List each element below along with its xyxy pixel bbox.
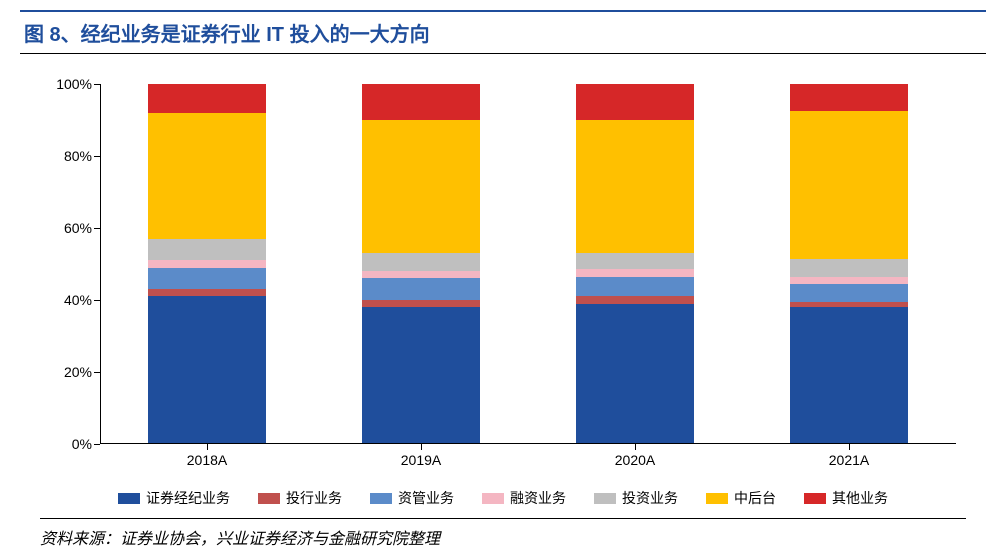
bar-segment (576, 304, 694, 444)
legend-item: 资管业务 (370, 488, 454, 508)
x-tick-mark (207, 444, 208, 450)
legend-swatch (258, 493, 280, 504)
y-tick-label: 20% (64, 364, 92, 380)
bar-segment (148, 268, 266, 290)
plot-region: 2018A2019A2020A2021A (100, 84, 956, 444)
bar-segment (362, 253, 480, 271)
y-tick-label: 40% (64, 292, 92, 308)
bar-segment (148, 296, 266, 444)
bar-segment (362, 271, 480, 278)
bar-segment (148, 84, 266, 113)
bar-segment (362, 278, 480, 300)
x-tick-label: 2020A (615, 452, 655, 468)
x-tick-label: 2021A (829, 452, 869, 468)
bar-slot: 2020A (528, 84, 742, 444)
chart-area: 0%20%40%60%80%100% 2018A2019A2020A2021A (40, 74, 966, 474)
bar-slot: 2021A (742, 84, 956, 444)
bar-segment (790, 277, 908, 284)
x-tick-label: 2019A (401, 452, 441, 468)
y-tick-label: 0% (72, 436, 92, 452)
x-tick-label: 2018A (187, 452, 227, 468)
x-tick-mark (421, 444, 422, 450)
bar-segment (362, 307, 480, 444)
stacked-bar (576, 84, 694, 444)
bar-segment (576, 277, 694, 297)
legend-item: 证券经纪业务 (118, 488, 230, 508)
x-tick-mark (849, 444, 850, 450)
legend-swatch (370, 493, 392, 504)
bar-segment (148, 113, 266, 239)
bar-segment (576, 84, 694, 120)
y-axis: 0%20%40%60%80%100% (40, 84, 100, 444)
legend-swatch (706, 493, 728, 504)
title-row: 图 8、经纪业务是证券行业 IT 投入的一大方向 (20, 10, 986, 54)
bar-segment (148, 239, 266, 261)
legend-swatch (118, 493, 140, 504)
bar-segment (576, 296, 694, 303)
legend-label: 融资业务 (510, 488, 566, 508)
bars-container: 2018A2019A2020A2021A (100, 84, 956, 444)
stacked-bar (790, 84, 908, 444)
legend-swatch (482, 493, 504, 504)
legend-item: 中后台 (706, 488, 776, 508)
stacked-bar (362, 84, 480, 444)
bar-segment (362, 120, 480, 253)
legend-label: 其他业务 (832, 488, 888, 508)
bar-segment (576, 120, 694, 253)
legend-item: 投资业务 (594, 488, 678, 508)
legend-item: 其他业务 (804, 488, 888, 508)
bar-slot: 2018A (100, 84, 314, 444)
chart-title: 图 8、经纪业务是证券行业 IT 投入的一大方向 (24, 18, 986, 47)
bar-segment (790, 307, 908, 444)
source-text: 资料来源：证券业协会，兴业证券经济与金融研究院整理 (40, 525, 966, 549)
legend-label: 投行业务 (286, 488, 342, 508)
bar-slot: 2019A (314, 84, 528, 444)
legend-swatch (804, 493, 826, 504)
bar-segment (576, 269, 694, 276)
legend-item: 融资业务 (482, 488, 566, 508)
bar-segment (790, 111, 908, 259)
legend-label: 资管业务 (398, 488, 454, 508)
bar-segment (790, 284, 908, 302)
legend-item: 投行业务 (258, 488, 342, 508)
legend-swatch (594, 493, 616, 504)
stacked-bar (148, 84, 266, 444)
bar-segment (790, 259, 908, 277)
legend-label: 中后台 (734, 488, 776, 508)
bar-segment (362, 300, 480, 307)
bar-segment (576, 253, 694, 269)
bar-segment (148, 260, 266, 267)
bar-segment (790, 84, 908, 111)
legend: 证券经纪业务 投行业务 资管业务 融资业务 投资业务 中后台 其他业务 (40, 482, 966, 519)
y-tick-label: 60% (64, 220, 92, 236)
legend-label: 证券经纪业务 (146, 488, 230, 508)
legend-label: 投资业务 (622, 488, 678, 508)
figure-container: 图 8、经纪业务是证券行业 IT 投入的一大方向 0% 20% 40% 60% 80% 1… (0, 0, 1006, 556)
y-tick-mark (94, 444, 100, 445)
x-axis-line (100, 443, 956, 444)
bar-segment (148, 289, 266, 296)
x-tick-mark (635, 444, 636, 450)
y-tick-label: 100% (56, 76, 92, 92)
y-tick-label: 80% (64, 148, 92, 164)
bar-segment (362, 84, 480, 120)
